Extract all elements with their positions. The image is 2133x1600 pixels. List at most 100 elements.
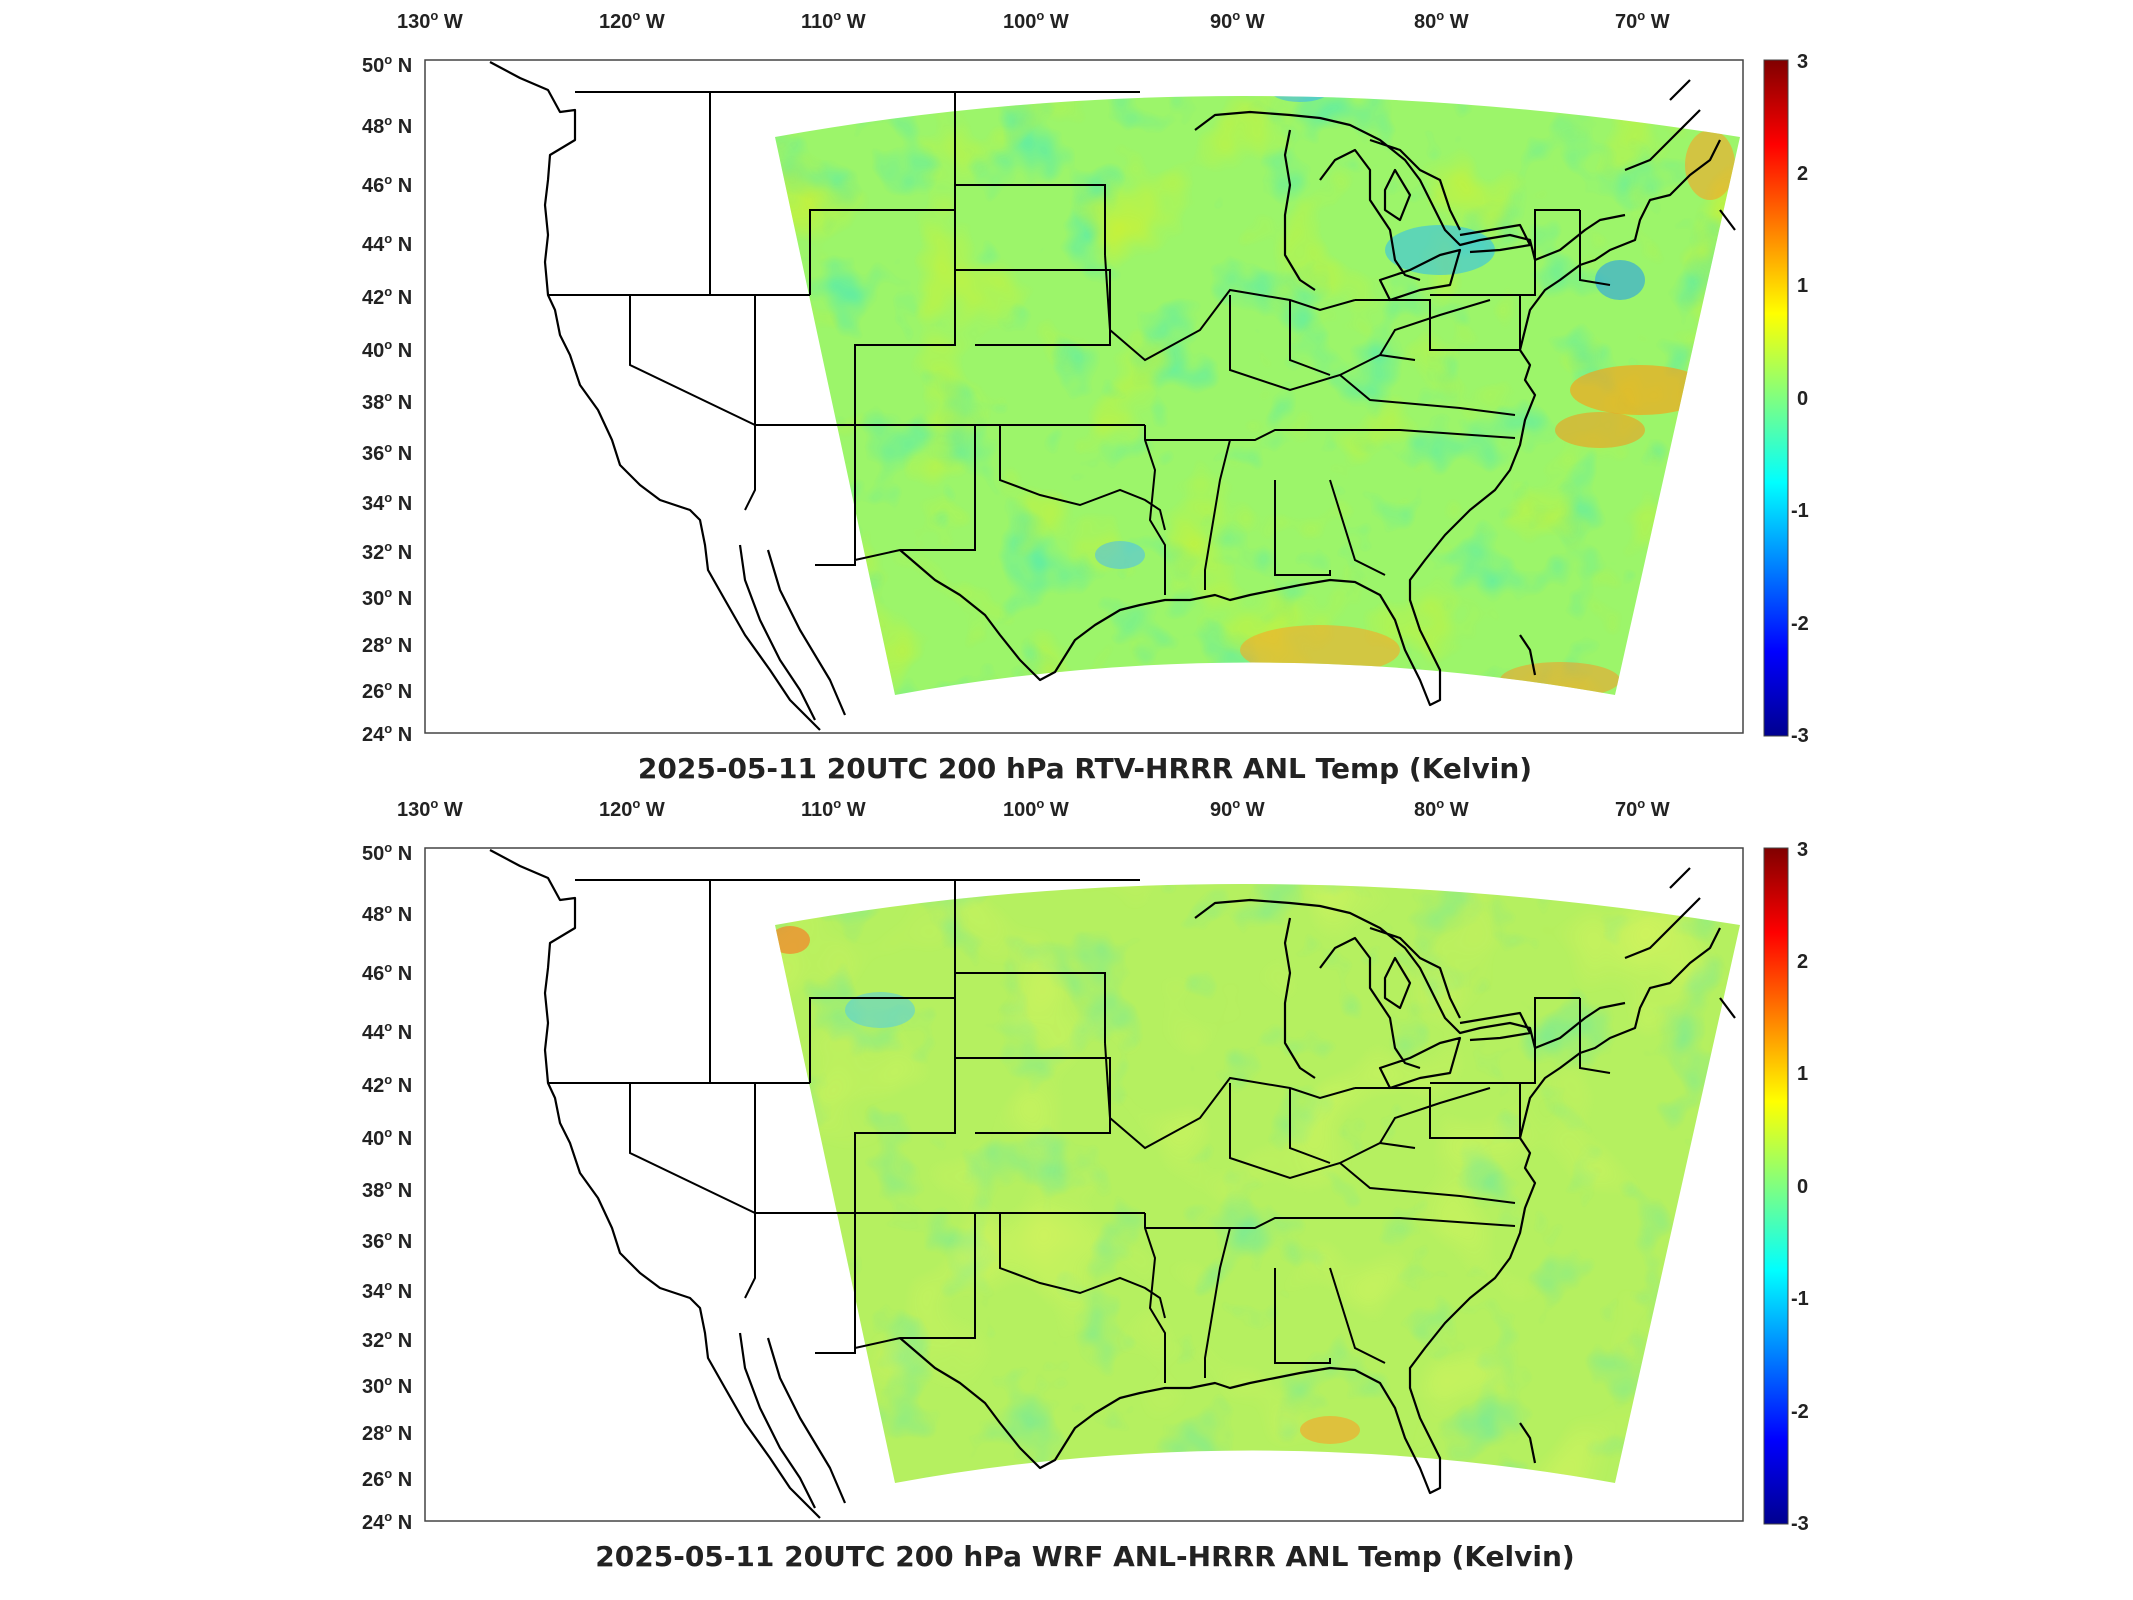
baja-coast	[738, 544, 847, 721]
svg-text:46o N: 46o N	[362, 172, 412, 197]
svg-text:90o W: 90o W	[1210, 8, 1265, 33]
colorbar-tick: 1	[1797, 1063, 1808, 1085]
svg-text:100o W: 100o W	[1003, 8, 1069, 33]
colorbar: 3 2 1 0 -1 -2 -3	[1763, 51, 1809, 747]
svg-text:120o W: 120o W	[599, 8, 665, 33]
lon-tick-110w: 110o W	[801, 8, 866, 33]
lat-tick-48n: 48o N	[362, 901, 412, 926]
lat-tick-50n: 50o N	[362, 52, 412, 77]
colorbar-tick: -1	[1791, 1288, 1809, 1310]
lat-tick-46n: 46o N	[362, 172, 412, 197]
great-lakes	[1194, 110, 1626, 302]
colorbar-tick: 2	[1797, 163, 1808, 185]
svg-text:48o N: 48o N	[362, 113, 412, 138]
panel-wrf-hrrr: 130o W 120o W 110o W 100o W 90o W 80o W …	[362, 796, 1809, 1573]
svg-text:130o W: 130o W	[397, 8, 463, 33]
svg-text:34o N: 34o N	[362, 1278, 412, 1303]
lat-tick-38n: 38o N	[362, 1177, 412, 1202]
svg-text:26o N: 26o N	[362, 678, 412, 703]
svg-text:130o W: 130o W	[397, 796, 463, 821]
colorbar-tick: 1	[1797, 275, 1808, 297]
lat-tick-40n: 40o N	[362, 1125, 412, 1150]
lon-tick-70w: 70o W	[1615, 8, 1670, 33]
svg-text:42o N: 42o N	[362, 1072, 412, 1097]
svg-text:36o N: 36o N	[362, 1228, 412, 1253]
lat-tick-46n: 46o N	[362, 960, 412, 985]
svg-text:50o N: 50o N	[362, 840, 412, 865]
colorbar-gradient	[1763, 59, 1789, 737]
gulf-coast	[899, 139, 1721, 707]
colorbar-tick: 3	[1797, 839, 1808, 861]
svg-text:110o W: 110o W	[801, 796, 866, 821]
svg-text:80o W: 80o W	[1414, 796, 1469, 821]
lon-tick-110w: 110o W	[801, 796, 866, 821]
svg-text:70o W: 70o W	[1615, 8, 1670, 33]
svg-text:42o N: 42o N	[362, 284, 412, 309]
panel-title: 2025-05-11 20UTC 200 hPa WRF ANL-HRRR AN…	[595, 1540, 1574, 1573]
lat-tick-30n: 30o N	[362, 1373, 412, 1398]
svg-text:120o W: 120o W	[599, 796, 665, 821]
latitude-labels: 50o N 48o N 46o N 44o N 42o N 40o N 38o …	[362, 52, 412, 746]
svg-text:32o N: 32o N	[362, 1327, 412, 1352]
colorbar-tick: -3	[1791, 725, 1809, 747]
temperature-field	[775, 96, 1740, 695]
colorbar-tick: -2	[1791, 613, 1809, 635]
panel-rtv-hrrr: 130o W 120o W 110o W 100o W 90o W 80o W …	[362, 8, 1809, 785]
lat-tick-26n: 26o N	[362, 678, 412, 703]
lat-tick-26n: 26o N	[362, 1466, 412, 1491]
temperature-field	[775, 884, 1740, 1483]
svg-text:28o N: 28o N	[362, 1420, 412, 1445]
colorbar-tick: -1	[1791, 500, 1809, 522]
lat-tick-34n: 34o N	[362, 1278, 412, 1303]
svg-text:40o N: 40o N	[362, 1125, 412, 1150]
svg-text:110o W: 110o W	[801, 8, 866, 33]
svg-text:44o N: 44o N	[362, 231, 412, 256]
svg-text:48o N: 48o N	[362, 901, 412, 926]
lat-tick-28n: 28o N	[362, 1420, 412, 1445]
colorbar-tick: -2	[1791, 1401, 1809, 1423]
lat-tick-38n: 38o N	[362, 389, 412, 414]
svg-text:38o N: 38o N	[362, 389, 412, 414]
lat-tick-34n: 34o N	[362, 490, 412, 515]
svg-text:38o N: 38o N	[362, 1177, 412, 1202]
svg-text:36o N: 36o N	[362, 440, 412, 465]
lon-tick-70w: 70o W	[1615, 796, 1670, 821]
lon-tick-100w: 100o W	[1003, 796, 1069, 821]
longitude-labels: 130o W 120o W 110o W 100o W 90o W 80o W …	[397, 8, 1670, 33]
lon-tick-100w: 100o W	[1003, 8, 1069, 33]
svg-text:30o N: 30o N	[362, 1373, 412, 1398]
state-borders	[548, 91, 1611, 595]
svg-text:24o N: 24o N	[362, 1509, 412, 1534]
lat-tick-44n: 44o N	[362, 1019, 412, 1044]
svg-text:100o W: 100o W	[1003, 796, 1069, 821]
lon-tick-120w: 120o W	[599, 796, 665, 821]
svg-text:32o N: 32o N	[362, 539, 412, 564]
lat-tick-24n: 24o N	[362, 721, 412, 746]
svg-text:34o N: 34o N	[362, 490, 412, 515]
lat-tick-30n: 30o N	[362, 585, 412, 610]
svg-text:50o N: 50o N	[362, 52, 412, 77]
svg-text:46o N: 46o N	[362, 960, 412, 985]
lat-tick-42n: 42o N	[362, 284, 412, 309]
map-outlines	[489, 61, 1736, 731]
northeast-coast	[1519, 79, 1736, 676]
svg-text:70o W: 70o W	[1615, 796, 1670, 821]
lon-tick-130w: 130o W	[397, 796, 463, 821]
lat-tick-42n: 42o N	[362, 1072, 412, 1097]
lat-tick-32n: 32o N	[362, 1327, 412, 1352]
colorbar: 3 2 1 0 -1 -2 -3	[1763, 839, 1809, 1535]
svg-text:44o N: 44o N	[362, 1019, 412, 1044]
svg-text:80o W: 80o W	[1414, 8, 1469, 33]
lat-tick-40n: 40o N	[362, 337, 412, 362]
lat-tick-50n: 50o N	[362, 840, 412, 865]
lat-tick-36n: 36o N	[362, 440, 412, 465]
map-outlines	[489, 849, 1736, 1519]
lon-tick-80w: 80o W	[1414, 796, 1469, 821]
latitude-labels: 50o N 48o N 46o N 44o N 42o N 40o N 38o …	[362, 840, 412, 1534]
lat-tick-28n: 28o N	[362, 632, 412, 657]
lon-tick-130w: 130o W	[397, 8, 463, 33]
colorbar-tick: 0	[1797, 388, 1808, 410]
colorbar-gradient	[1763, 847, 1789, 1525]
lon-tick-90w: 90o W	[1210, 8, 1265, 33]
lat-tick-36n: 36o N	[362, 1228, 412, 1253]
